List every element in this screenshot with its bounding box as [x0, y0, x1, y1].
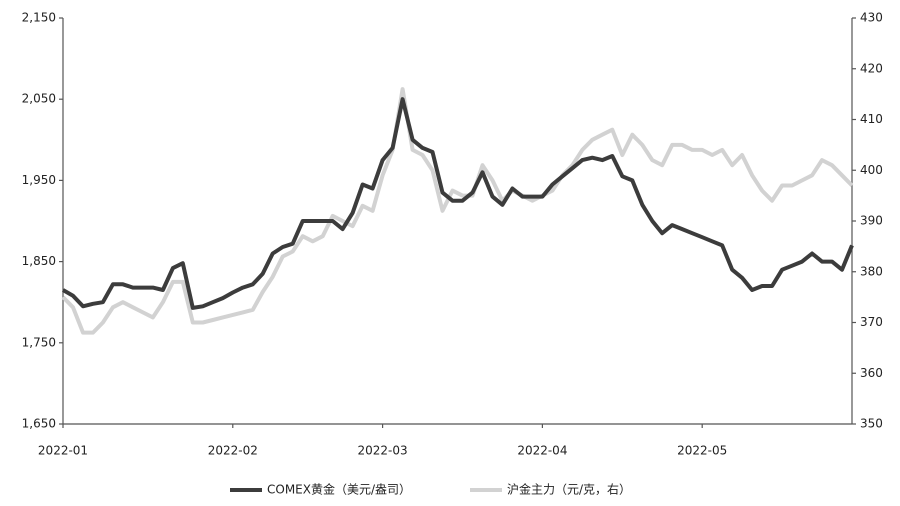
series-line [61, 87, 854, 335]
y2-tick-label: 430 [860, 11, 883, 25]
x-tick-label: 2022-03 [358, 444, 408, 458]
y-tick-label: 1,850 [22, 254, 56, 268]
x-tick-label: 2022-02 [208, 444, 258, 458]
y2-tick-label: 370 [860, 315, 883, 329]
x-tick-label: 2022-04 [517, 444, 567, 458]
y-tick-label: 2,050 [22, 92, 56, 106]
y2-tick-label: 380 [860, 264, 883, 278]
y2-tick-label: 410 [860, 112, 883, 126]
legend-label: COMEX黄金（美元/盎司） [267, 482, 411, 497]
y2-tick-label: 400 [860, 163, 883, 177]
x-tick-label: 2022-05 [677, 444, 727, 458]
y2-tick-label: 420 [860, 61, 883, 75]
legend-label: 沪金主力（元/克，右） [507, 482, 631, 497]
x-tick-label: 2022-01 [38, 444, 88, 458]
y-tick-label: 2,150 [22, 11, 56, 25]
y2-tick-label: 360 [860, 366, 883, 380]
y-tick-label: 1,950 [22, 173, 56, 187]
y-tick-label: 1,750 [22, 335, 56, 349]
y2-tick-label: 390 [860, 214, 883, 228]
series-line [62, 97, 854, 310]
y-tick-label: 1,650 [22, 417, 56, 431]
y2-tick-label: 350 [860, 417, 883, 431]
